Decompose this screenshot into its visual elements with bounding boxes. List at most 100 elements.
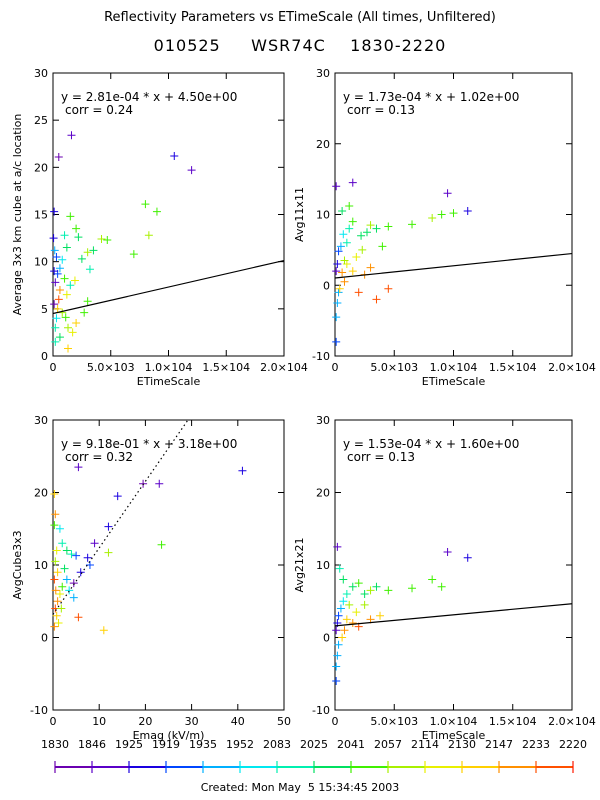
data-point xyxy=(67,550,76,559)
colorbar-label: 2220 xyxy=(559,738,587,751)
data-point xyxy=(170,152,179,161)
data-point xyxy=(354,579,363,588)
data-point xyxy=(339,597,348,606)
data-point xyxy=(69,579,78,588)
data-point xyxy=(67,131,76,140)
y-tick-label: 30 xyxy=(316,67,330,80)
figure-title: Reflectivity Parameters vs ETimeScale (A… xyxy=(104,10,496,25)
x-tick-label: 10 xyxy=(92,715,106,728)
panel-bottom-right: 0 5.0×103 1.0×104 1.5×104 2.0×104-100102030E… xyxy=(293,414,596,742)
data-point xyxy=(372,224,381,233)
data-point xyxy=(72,551,81,560)
data-point xyxy=(66,212,75,221)
colorbar-label: 1830 xyxy=(41,738,69,751)
data-point xyxy=(362,228,371,237)
x-tick-label: 5.0×103 xyxy=(370,715,418,728)
data-point xyxy=(332,662,341,671)
x-tick-label: 30 xyxy=(185,715,199,728)
data-point xyxy=(437,210,446,219)
x-axis-label: ETimeScale xyxy=(422,729,486,742)
data-point xyxy=(332,626,341,635)
data-point xyxy=(360,590,369,598)
y-tick-label: 20 xyxy=(34,161,48,174)
x-tick-label: 1.0×104 xyxy=(145,361,193,374)
colorbar-label: 1919 xyxy=(152,738,180,751)
data-point xyxy=(49,234,58,243)
data-point xyxy=(334,247,343,256)
data-point xyxy=(348,178,357,187)
data-point xyxy=(342,615,351,624)
y-tick-label: 0 xyxy=(41,632,48,645)
data-point xyxy=(342,590,351,598)
colorbar-label: 2041 xyxy=(337,738,365,751)
data-point xyxy=(50,489,59,498)
data-point xyxy=(50,207,59,216)
data-point xyxy=(335,564,344,573)
data-point xyxy=(339,575,348,584)
y-tick-label: 10 xyxy=(34,256,48,269)
data-point xyxy=(103,235,112,244)
data-point xyxy=(334,288,343,297)
data-point xyxy=(332,182,341,191)
data-point xyxy=(340,256,349,265)
data-point xyxy=(378,242,387,251)
data-point xyxy=(70,276,79,285)
data-point xyxy=(60,231,69,240)
x-tick-label: 2.0×104 xyxy=(260,361,308,374)
y-tick-label: 25 xyxy=(34,114,48,127)
data-point xyxy=(376,611,385,620)
x-tick-label: 50 xyxy=(277,715,291,728)
data-point xyxy=(352,608,361,617)
y-tick-label: 20 xyxy=(316,487,330,500)
y-tick-label: 0 xyxy=(323,632,330,645)
data-point xyxy=(51,323,60,332)
data-point xyxy=(55,285,64,294)
data-point xyxy=(357,231,366,240)
y-tick-label: 15 xyxy=(34,209,48,222)
data-point xyxy=(449,209,458,218)
data-point xyxy=(62,290,71,299)
data-point xyxy=(348,582,357,591)
data-point xyxy=(443,189,452,198)
data-point xyxy=(334,611,343,620)
data-point xyxy=(360,600,369,609)
data-point xyxy=(66,281,75,290)
colorbar-label: 1846 xyxy=(78,738,106,751)
data-point xyxy=(332,677,341,685)
data-point xyxy=(144,231,153,240)
colorbar-label: 1935 xyxy=(189,738,217,751)
figure-footer: Created: Mon May 5 15:34:45 2003 xyxy=(200,781,400,794)
data-point xyxy=(52,314,61,323)
data-point xyxy=(68,328,77,337)
data-point xyxy=(62,575,71,584)
x-axis-label: ETimeScale xyxy=(137,375,201,388)
data-point xyxy=(345,224,354,233)
data-point xyxy=(428,575,437,584)
data-point xyxy=(408,584,417,593)
data-point xyxy=(58,255,67,264)
x-tick-label: 1.5×104 xyxy=(489,361,537,374)
data-point xyxy=(333,260,342,269)
data-point xyxy=(50,575,59,584)
y-tick-label: 10 xyxy=(316,559,330,572)
data-point xyxy=(58,582,67,591)
data-point xyxy=(339,230,348,239)
data-point xyxy=(50,622,59,631)
y-tick-label: 10 xyxy=(34,559,48,572)
data-point xyxy=(333,542,342,551)
x-tick-label: 0 xyxy=(332,361,339,374)
colorbar-label: 2130 xyxy=(448,738,476,751)
data-point xyxy=(52,252,61,261)
y-tick-label: 20 xyxy=(34,487,48,500)
data-point xyxy=(54,619,63,627)
data-point xyxy=(60,564,69,573)
data-point xyxy=(238,466,247,475)
data-point xyxy=(358,245,367,254)
x-tick-label: 1.5×104 xyxy=(489,715,537,728)
x-tick-label: 0 xyxy=(332,715,339,728)
data-point xyxy=(85,561,94,569)
data-point xyxy=(74,463,83,472)
data-point xyxy=(157,540,166,549)
colorbar-label: 1952 xyxy=(226,738,254,751)
data-point xyxy=(366,263,375,272)
